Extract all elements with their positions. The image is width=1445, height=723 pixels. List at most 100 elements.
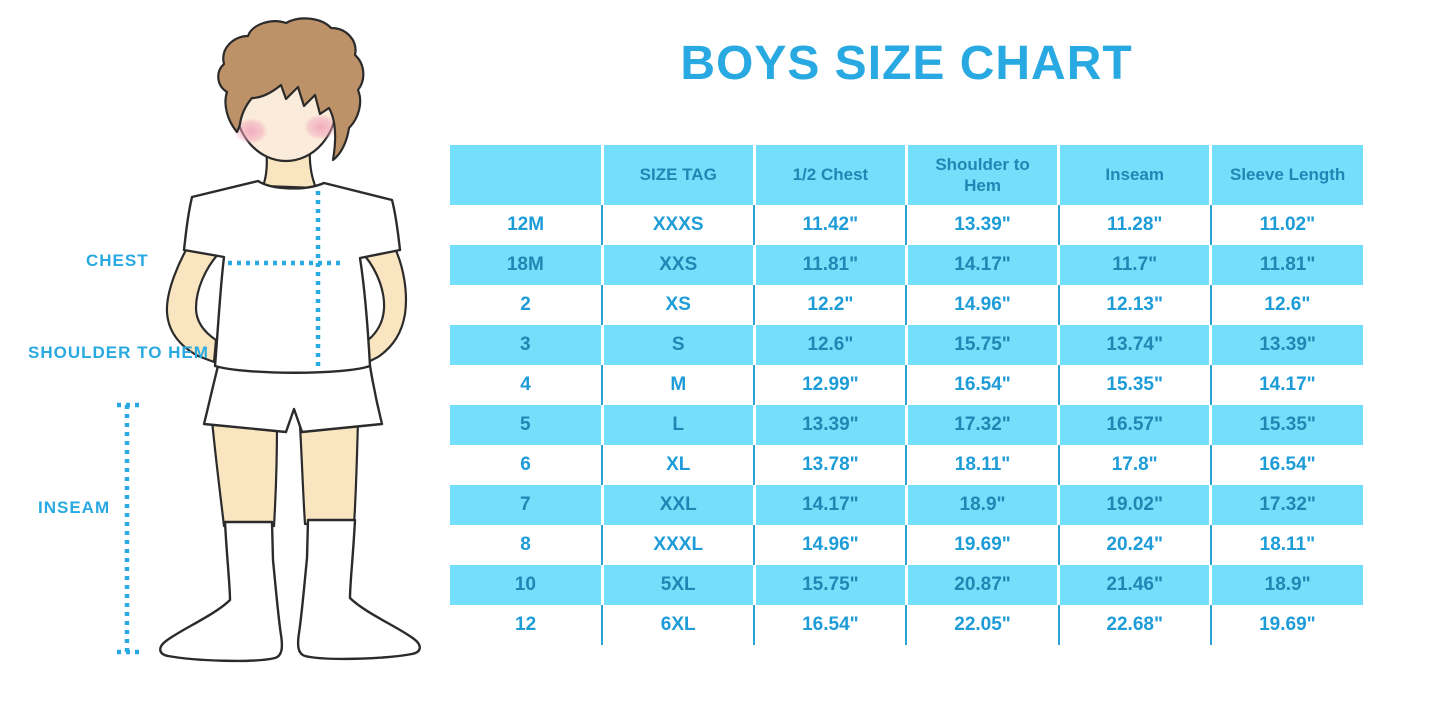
table-cell: 11.02": [1209, 205, 1363, 245]
table-cell: 14.17": [752, 485, 907, 525]
chest-label: CHEST: [86, 251, 149, 270]
table-row: 12 6XL 16.54" 22.05" 22.68" 19.69": [450, 605, 1363, 645]
table-row: 5 L 13.39" 17.32" 16.57" 15.35": [450, 405, 1363, 445]
table-cell: 13.39": [752, 405, 907, 445]
table-cell: XXS: [600, 245, 755, 285]
table-cell: 16.54": [905, 365, 1059, 405]
table-cell: 20.24": [1057, 525, 1211, 565]
table-cell: 14.17": [1209, 365, 1363, 405]
inseam-label: INSEAM: [38, 498, 111, 517]
table-cell: 19.02": [1057, 485, 1211, 525]
table-cell: 18.9": [1209, 565, 1363, 605]
boy-figure-illustration: [117, 17, 421, 663]
boy-measurement-figure: CHEST SHOULDER TO HEM INSEAM: [0, 0, 450, 723]
table-cell: 20.87": [904, 565, 1059, 605]
table-cell: 15.75": [752, 565, 907, 605]
table-cell: 3: [450, 325, 603, 365]
table-cell: 6XL: [601, 605, 755, 645]
table-row: 6 XL 13.78" 18.11" 17.8" 16.54": [450, 445, 1363, 485]
table-cell: 10: [450, 565, 603, 605]
table-cell: XXXS: [601, 205, 755, 245]
table-cell: 14.96": [905, 285, 1059, 325]
table-cell: 12M: [450, 205, 603, 245]
column-header-inseam: Inseam: [1057, 145, 1211, 205]
table-cell: 13.39": [905, 205, 1059, 245]
table-cell: XS: [601, 285, 755, 325]
table-cell: XL: [601, 445, 755, 485]
boy-left-leg: [210, 418, 279, 528]
table-cell: 12.6": [752, 325, 907, 365]
table-cell: 15.35": [1057, 365, 1211, 405]
table-header-row: SIZE TAG 1/2 Chest Shoulder to Hem Insea…: [450, 145, 1363, 205]
table-cell: 22.68": [1057, 605, 1211, 645]
table-cell: 18.9": [904, 485, 1059, 525]
table-cell: 17.32": [1209, 485, 1363, 525]
table-cell: 4: [450, 365, 603, 405]
table-cell: 2: [450, 285, 603, 325]
table-row: 8 XXXL 14.96" 19.69" 20.24" 18.11": [450, 525, 1363, 565]
table-cell: 13.78": [753, 445, 907, 485]
boy-left-sock: [159, 520, 284, 663]
table-cell: XXL: [600, 485, 755, 525]
table-cell: 7: [450, 485, 603, 525]
table-cell: 12.99": [753, 365, 907, 405]
table-cell: 19.69": [1209, 605, 1363, 645]
boy-left-blush: [234, 118, 268, 144]
table-row: 2 XS 12.2" 14.96" 12.13" 12.6": [450, 285, 1363, 325]
boy-shorts: [202, 364, 384, 434]
table-cell: 14.17": [904, 245, 1059, 285]
table-cell: S: [600, 325, 755, 365]
page-title: BOYS SIZE CHART: [680, 37, 1133, 90]
table-cell: 11.42": [753, 205, 907, 245]
table-row: 7 XXL 14.17" 18.9" 19.02" 17.32": [450, 485, 1363, 525]
table-cell: 16.54": [753, 605, 907, 645]
table-cell: 21.46": [1057, 565, 1211, 605]
table-cell: 16.54": [1209, 445, 1363, 485]
boy-hair: [217, 17, 365, 162]
table-cell: L: [600, 405, 755, 445]
table-row: 18M XXS 11.81" 14.17" 11.7" 11.81": [450, 245, 1363, 285]
table-cell: 15.75": [904, 325, 1059, 365]
boy-left-arm: [165, 236, 222, 364]
table-cell: 11.7": [1057, 245, 1211, 285]
table-cell: 13.39": [1209, 325, 1363, 365]
table-cell: 18.11": [1209, 525, 1363, 565]
table-cell: M: [601, 365, 755, 405]
table-cell: 5XL: [600, 565, 755, 605]
table-cell: 17.32": [904, 405, 1059, 445]
boy-shirt: [182, 179, 402, 374]
column-header-half-chest: 1/2 Chest: [752, 145, 907, 205]
table-cell: 22.05": [905, 605, 1059, 645]
table-cell: 5: [450, 405, 603, 445]
column-header-shoulder-to-hem: Shoulder to Hem: [904, 145, 1059, 205]
table-cell: 11.81": [752, 245, 907, 285]
table-cell: 6: [450, 445, 603, 485]
table-cell: 12.6": [1209, 285, 1363, 325]
table-cell: 12: [450, 605, 603, 645]
table-cell: 18.11": [905, 445, 1059, 485]
table-cell: 15.35": [1209, 405, 1363, 445]
table-cell: 11.81": [1209, 245, 1363, 285]
boy-right-leg: [298, 418, 360, 526]
table-row: 4 M 12.99" 16.54" 15.35" 14.17": [450, 365, 1363, 405]
size-chart-table: SIZE TAG 1/2 Chest Shoulder to Hem Insea…: [450, 145, 1363, 645]
column-header-size: [450, 145, 603, 205]
table-cell: 12.2": [753, 285, 907, 325]
table-cell: 11.28": [1057, 205, 1211, 245]
boy-right-arm: [363, 242, 408, 364]
table-cell: XXXL: [601, 525, 755, 565]
table-row: 3 S 12.6" 15.75" 13.74" 13.39": [450, 325, 1363, 365]
table-cell: 16.57": [1057, 405, 1211, 445]
column-header-size-tag: SIZE TAG: [600, 145, 755, 205]
boy-right-sock: [296, 518, 421, 661]
table-row: 10 5XL 15.75" 20.87" 21.46" 18.9": [450, 565, 1363, 605]
table-cell: 14.96": [753, 525, 907, 565]
table-cell: 17.8": [1057, 445, 1211, 485]
column-header-sleeve-length: Sleeve Length: [1209, 145, 1363, 205]
table-cell: 8: [450, 525, 603, 565]
shoulder-to-hem-label: SHOULDER TO HEM: [28, 343, 209, 362]
table-cell: 12.13": [1057, 285, 1211, 325]
boy-right-blush: [304, 114, 338, 140]
table-row: 12M XXXS 11.42" 13.39" 11.28" 11.02": [450, 205, 1363, 245]
